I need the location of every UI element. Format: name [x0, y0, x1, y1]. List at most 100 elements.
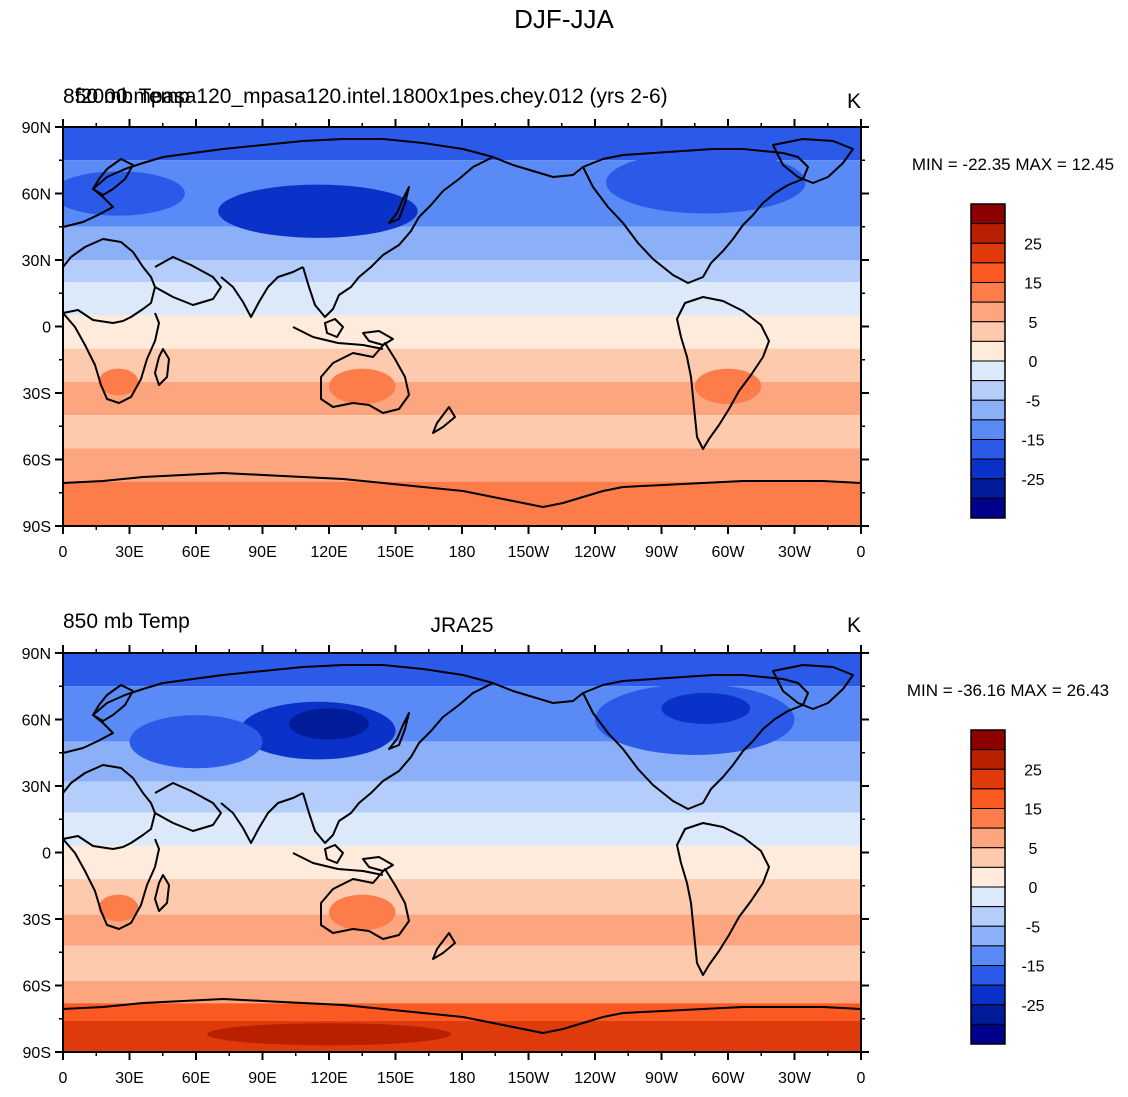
panel-overlap-title: f2000.mpasa120_mpasa120.intel.1800x1pes.… [75, 85, 668, 108]
coast-se-asia [302, 156, 494, 318]
colorbar-label: 25 [1024, 762, 1042, 779]
contour-region [661, 692, 751, 724]
coast-madagascar [154, 874, 170, 912]
colorbar-swatch [970, 321, 1006, 342]
contour-band [63, 226, 861, 260]
coast-scandinavia [92, 158, 134, 196]
colorbar-swatch [970, 242, 1006, 264]
colorbar-swatch [970, 984, 1006, 1006]
coast-japan [388, 186, 410, 224]
lat-tick-label: 0 [42, 846, 51, 863]
coast-europe [62, 138, 494, 228]
colorbar-swatch [970, 749, 1006, 770]
lon-tick-label: 120E [310, 544, 347, 561]
coastlines [62, 664, 862, 1034]
colorbar-label: 0 [1029, 880, 1038, 897]
colorbar-label: 5 [1029, 841, 1038, 858]
colorbar-swatch [970, 419, 1006, 440]
contour-region [98, 368, 139, 396]
contour-band [63, 1020, 861, 1052]
lat-tick-label: 90S [23, 1045, 51, 1062]
contour-band [63, 879, 861, 915]
contour-region [63, 171, 185, 216]
lon-tick-label: 150E [377, 1070, 414, 1087]
contour-region [606, 151, 806, 214]
contour-band [63, 981, 861, 1004]
lon-tick-label: 120E [310, 1070, 347, 1087]
lon-tick-label: 120W [574, 1070, 617, 1087]
panel-left-title: 850 mb Temp [63, 85, 190, 108]
coast-scandinavia [92, 684, 134, 722]
lon-tick-label: 90W [645, 544, 679, 561]
coast-south-america [676, 822, 770, 976]
colorbar-label: -25 [1021, 472, 1044, 489]
colorbar-label: 15 [1024, 802, 1042, 819]
min-max-label: MIN = -22.35 MAX = 12.45 [912, 155, 1114, 174]
contour-band [63, 914, 861, 946]
colorbar-swatch [970, 729, 1006, 751]
lat-tick-label: 90N [22, 646, 51, 663]
colorbar-swatch [970, 380, 1006, 401]
lat-tick-label: 0 [42, 320, 51, 337]
colorbar-swatch [970, 768, 1006, 790]
coast-borneo [324, 318, 344, 338]
coast-india [220, 792, 304, 844]
lon-tick-label: 120W [574, 544, 617, 561]
coast-india [220, 266, 304, 318]
lon-tick-label: 180 [449, 1070, 476, 1087]
lon-tick-label: 0 [59, 1070, 68, 1087]
coast-se-asia [302, 682, 494, 844]
colorbar-swatch [970, 1004, 1006, 1025]
colorbar-swatch [970, 808, 1006, 829]
panel-model: 850 mb Temp f2000.mpasa120_mpasa120.inte… [22, 85, 1114, 561]
lon-tick-label: 30E [115, 1070, 143, 1087]
colorbar-label: 0 [1029, 354, 1038, 371]
colorbar-swatch [970, 478, 1006, 499]
colorbar-label: 25 [1024, 236, 1042, 253]
contour-band [63, 282, 861, 316]
coastlines [62, 138, 862, 508]
panel-center-title: JRA25 [430, 614, 493, 637]
coast-south-africa [62, 312, 160, 404]
lon-tick-label: 180 [449, 544, 476, 561]
lon-tick-label: 60W [712, 1070, 746, 1087]
contour-band [63, 260, 861, 283]
colorbar-label: -15 [1021, 433, 1044, 450]
colorbar-swatch [970, 458, 1006, 480]
lon-tick-label: 60W [712, 544, 746, 561]
lat-tick-label: 30S [23, 386, 51, 403]
colorbar-swatch [970, 203, 1006, 225]
lon-tick-label: 150W [508, 1070, 551, 1087]
colorbar-label: -5 [1026, 393, 1040, 410]
colorbar-swatch [970, 906, 1006, 927]
contour-band [63, 315, 861, 349]
coast-alaska [492, 156, 584, 178]
coast-arabia [154, 782, 222, 832]
lat-tick-label: 60S [23, 453, 51, 470]
lon-tick-label: 90E [248, 544, 276, 561]
colorbar-swatch [970, 497, 1006, 519]
colorbar-swatch [970, 282, 1006, 303]
coast-australia [320, 868, 410, 940]
coast-south-america [676, 296, 770, 450]
coast-north-america [582, 674, 809, 810]
lon-tick-label: 60E [182, 544, 210, 561]
contour-band [63, 845, 861, 880]
min-max-label: MIN = -36.16 MAX = 26.43 [907, 681, 1109, 700]
contour-region [207, 1023, 451, 1046]
colorbar-swatch [970, 340, 1006, 362]
colorbar-swatch [970, 1023, 1006, 1045]
lon-tick-label: 0 [857, 1070, 866, 1087]
lat-tick-label: 30N [22, 779, 51, 796]
colorbar-swatch [970, 965, 1006, 986]
panel-units-label: K [847, 90, 861, 113]
lon-tick-label: 150W [508, 544, 551, 561]
contour-band [63, 481, 861, 526]
coast-alaska [492, 682, 584, 704]
panel-units-label: K [847, 614, 861, 637]
contour-region [329, 368, 396, 405]
coast-antarctica [62, 472, 862, 508]
lon-tick-label: 30E [115, 544, 143, 561]
colorbar-swatch [970, 886, 1006, 908]
